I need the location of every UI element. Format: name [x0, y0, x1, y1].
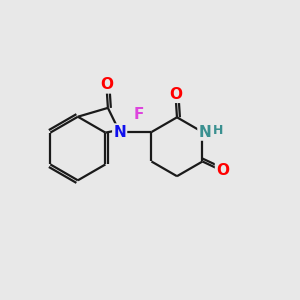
Text: O: O — [169, 87, 182, 102]
Text: F: F — [134, 107, 144, 122]
Text: N: N — [113, 124, 126, 140]
Text: O: O — [100, 77, 113, 92]
Text: N: N — [199, 124, 211, 140]
Text: O: O — [216, 164, 229, 178]
Text: H: H — [213, 124, 223, 137]
